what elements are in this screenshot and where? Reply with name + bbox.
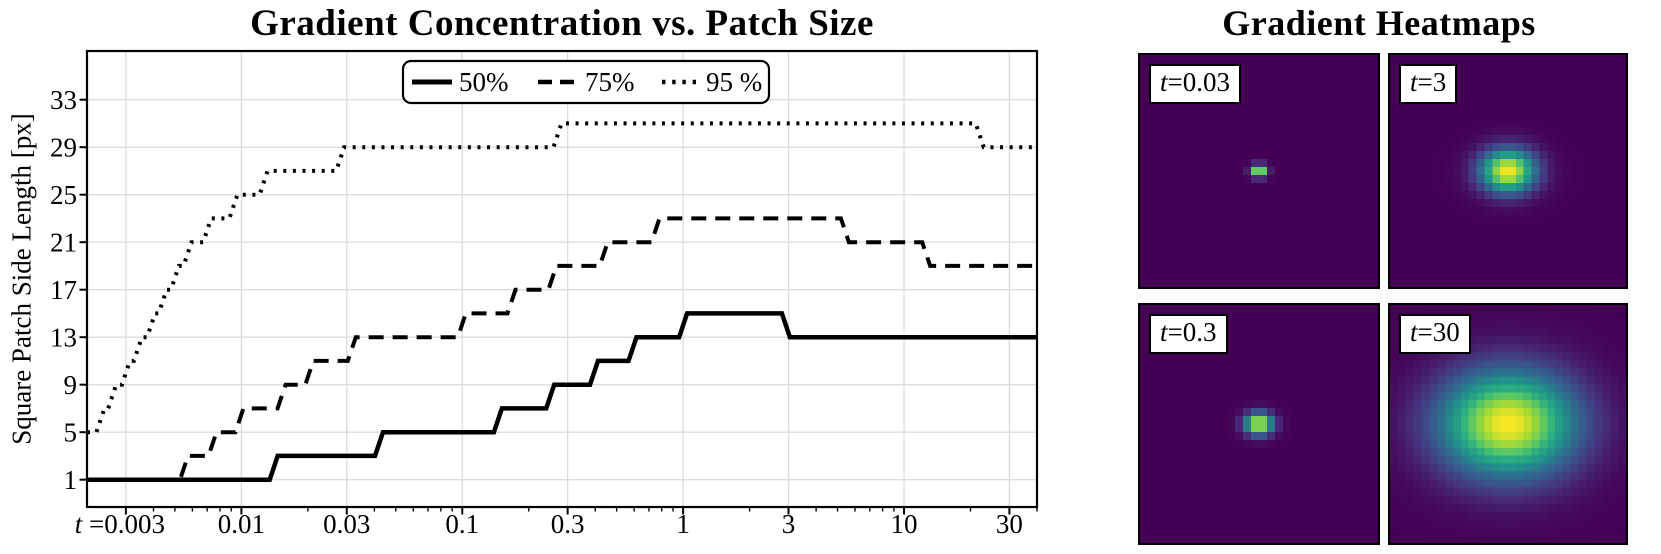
legend-label: 75%: [585, 67, 635, 97]
x-tick-label: t =0.003: [75, 509, 165, 539]
y-tick-label: 13: [50, 323, 77, 353]
x-tick-label: 0.1: [445, 509, 479, 539]
heatmap-time-label: t=30: [1399, 314, 1471, 354]
heatmap-panel-t-30: t=30: [1388, 303, 1628, 545]
x-tick-label: 3: [782, 509, 796, 539]
y-tick-label: 25: [50, 180, 77, 210]
y-tick-label: 1: [64, 465, 78, 495]
y-tick-label: 9: [64, 370, 78, 400]
series-dotted-line: [87, 121, 1037, 435]
x-tick-label: 0.01: [218, 509, 265, 539]
x-tick-label: 10: [891, 509, 918, 539]
x-tick-label: 1: [676, 509, 690, 539]
y-tick-label: 33: [50, 85, 77, 115]
chart-title: Gradient Concentration vs. Patch Size: [250, 3, 874, 44]
heatmap-panel-t-3: t=3: [1388, 53, 1628, 289]
y-tick-label: 5: [64, 418, 78, 448]
heatmap-panel-t-0.3: t=0.3: [1138, 303, 1380, 545]
x-tick-label: 30: [996, 509, 1023, 539]
heatmap-time-label: t=0.03: [1149, 64, 1241, 104]
time-variable-italic: t: [1160, 67, 1168, 97]
x-tick-label: 0.3: [551, 509, 585, 539]
y-tick-label: 17: [50, 275, 77, 305]
legend-label: 50%: [459, 67, 509, 97]
time-variable-italic: t: [1410, 67, 1418, 97]
heatmap-time-label: t=0.3: [1149, 314, 1228, 354]
heatmap-panel-t-0.03: t=0.03: [1138, 53, 1380, 289]
y-tick-label: 21: [50, 228, 77, 258]
legend-box: [401, 59, 771, 105]
axes-box: [85, 49, 1039, 509]
series-dashed-line: [87, 216, 1037, 482]
heatmaps-title: Gradient Heatmaps: [1222, 3, 1536, 43]
time-variable-italic: t: [1160, 317, 1168, 347]
legend-label: 95 %: [706, 67, 762, 97]
time-variable-italic: t: [1410, 317, 1418, 347]
x-tick-prefix-rest: =0.003: [82, 509, 165, 539]
heatmap-time-label: t=3: [1399, 64, 1458, 104]
x-tick-prefix-italic: t: [75, 509, 84, 539]
x-tick-label: 0.03: [323, 509, 370, 539]
series-solid-line: [87, 311, 1037, 482]
y-tick-label: 29: [50, 133, 77, 163]
